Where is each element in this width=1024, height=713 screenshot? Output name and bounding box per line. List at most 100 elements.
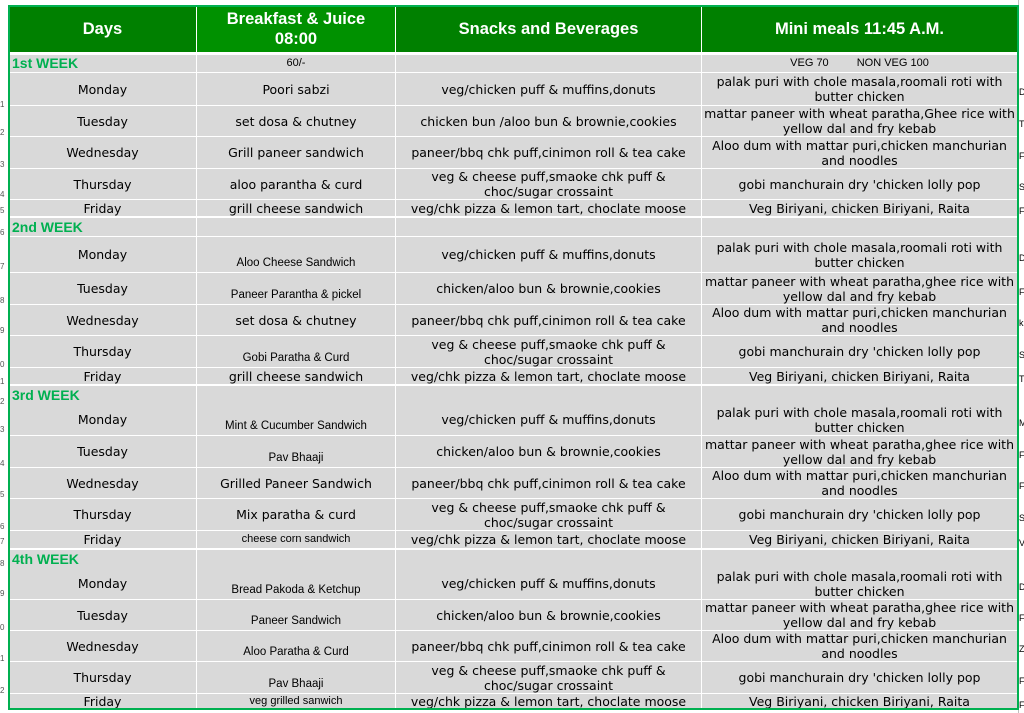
breakfast-cell[interactable]: Poori sabzi — [197, 73, 396, 106]
week-blank-cell[interactable] — [197, 218, 396, 237]
day-cell[interactable]: Wednesday — [9, 631, 197, 662]
header-snacks[interactable]: Snacks and Beverages — [396, 6, 702, 53]
snacks-cell[interactable]: veg/chicken puff & muffins,donuts — [396, 237, 702, 273]
snacks-cell[interactable]: veg & cheese puff,smaoke chk puff & choc… — [396, 336, 702, 368]
day-cell[interactable]: Thursday — [9, 499, 197, 531]
week-label[interactable]: 2nd WEEK — [9, 218, 197, 237]
mini-meal-cell[interactable]: Veg Biriyani, chicken Biriyani, Raita — [702, 694, 1018, 710]
mini-meal-cell[interactable]: palak puri with chole masala,roomali rot… — [702, 404, 1018, 436]
snacks-cell[interactable]: paneer/bbq chk puff,cinimon roll & tea c… — [396, 468, 702, 499]
week-blank-cell[interactable] — [702, 386, 1018, 405]
breakfast-cell[interactable]: Aloo Cheese Sandwich — [197, 237, 396, 273]
week-blank-cell[interactable] — [396, 550, 702, 569]
snacks-cell[interactable]: veg & cheese puff,smaoke chk puff & choc… — [396, 662, 702, 694]
day-cell[interactable]: Thursday — [9, 336, 197, 368]
header-mini-meals[interactable]: Mini meals 11:45 A.M. — [702, 6, 1018, 53]
snacks-cell[interactable]: paneer/bbq chk puff,cinimon roll & tea c… — [396, 631, 702, 662]
breakfast-cell[interactable]: Pav Bhaaji — [197, 662, 396, 694]
breakfast-cell[interactable]: Paneer Parantha & pickel — [197, 273, 396, 305]
day-cell[interactable]: Monday — [9, 404, 197, 436]
mini-meal-cell[interactable]: mattar paneer with wheat paratha,Ghee ri… — [702, 106, 1018, 137]
snacks-cell[interactable]: veg/chicken puff & muffins,donuts — [396, 404, 702, 436]
breakfast-cell[interactable]: Mix paratha & curd — [197, 499, 396, 531]
day-cell[interactable]: Wednesday — [9, 305, 197, 336]
snacks-cell[interactable]: veg/chk pizza & lemon tart, choclate moo… — [396, 531, 702, 549]
mini-meal-cell[interactable]: Veg Biriyani, chicken Biriyani, Raita — [702, 368, 1018, 385]
breakfast-cell[interactable]: Grill paneer sandwich — [197, 137, 396, 169]
day-cell[interactable]: Tuesday — [9, 600, 197, 631]
mini-meal-cell[interactable]: mattar paneer with wheat paratha,ghee ri… — [702, 273, 1018, 305]
week-blank-cell[interactable] — [396, 218, 702, 237]
day-cell[interactable]: Monday — [9, 237, 197, 273]
mini-meal-cell[interactable]: Veg Biriyani, chicken Biriyani, Raita — [702, 200, 1018, 217]
week-blank-cell[interactable] — [197, 550, 396, 569]
week-label[interactable]: 4th WEEK — [9, 550, 197, 569]
mini-meal-cell[interactable]: Aloo dum with mattar puri,chicken manchu… — [702, 137, 1018, 169]
mini-meal-cell[interactable]: Aloo dum with mattar puri,chicken manchu… — [702, 305, 1018, 336]
day-cell[interactable]: Friday — [9, 694, 197, 710]
breakfast-cell[interactable]: Pav Bhaaji — [197, 436, 396, 468]
snacks-cell[interactable]: paneer/bbq chk puff,cinimon roll & tea c… — [396, 305, 702, 336]
breakfast-cell[interactable]: Aloo Paratha & Curd — [197, 631, 396, 662]
mini-meal-cell[interactable]: Aloo dum with mattar puri,chicken manchu… — [702, 631, 1018, 662]
breakfast-cell[interactable]: Grilled Paneer Sandwich — [197, 468, 396, 499]
mini-meal-cell[interactable]: Veg Biriyani, chicken Biriyani, Raita — [702, 531, 1018, 549]
breakfast-cell[interactable]: veg grilled sanwich — [197, 694, 396, 710]
snacks-cell[interactable]: chicken/aloo bun & brownie,cookies — [396, 273, 702, 305]
header-days[interactable]: Days — [9, 6, 197, 53]
header-breakfast[interactable]: Breakfast & Juice 08:00 — [197, 6, 396, 53]
week-blank-cell[interactable] — [702, 550, 1018, 569]
snacks-cell[interactable]: chicken/aloo bun & brownie,cookies — [396, 436, 702, 468]
breakfast-cell[interactable]: cheese corn sandwich — [197, 531, 396, 549]
snacks-cell[interactable]: veg/chk pizza & lemon tart, choclate moo… — [396, 368, 702, 385]
breakfast-cell[interactable]: set dosa & chutney — [197, 106, 396, 137]
breakfast-cell[interactable]: Paneer Sandwich — [197, 600, 396, 631]
snacks-cell[interactable]: paneer/bbq chk puff,cinimon roll & tea c… — [396, 137, 702, 169]
breakfast-cell[interactable]: grill cheese sandwich — [197, 200, 396, 217]
day-cell[interactable]: Wednesday — [9, 468, 197, 499]
week-label[interactable]: 3rd WEEK — [9, 386, 197, 405]
day-cell[interactable]: Wednesday — [9, 137, 197, 169]
day-cell[interactable]: Friday — [9, 368, 197, 385]
mini-meal-cell[interactable]: Aloo dum with mattar puri,chicken manchu… — [702, 468, 1018, 499]
snacks-cell[interactable]: veg/chicken puff & muffins,donuts — [396, 568, 702, 600]
mini-meal-cell[interactable]: mattar paneer with wheat paratha,ghee ri… — [702, 600, 1018, 631]
snacks-cell[interactable]: veg & cheese puff,smaoke chk puff & choc… — [396, 499, 702, 531]
week-label[interactable]: 1st WEEK — [9, 55, 197, 73]
day-cell[interactable]: Monday — [9, 73, 197, 106]
mini-meal-cell[interactable]: gobi manchurain dry 'chicken lolly pop — [702, 336, 1018, 368]
breakfast-cell[interactable]: aloo parantha & curd — [197, 169, 396, 200]
mini-meal-cell[interactable]: mattar paneer with wheat paratha,ghee ri… — [702, 436, 1018, 468]
day-cell[interactable]: Tuesday — [9, 106, 197, 137]
week-blank-cell[interactable] — [702, 218, 1018, 237]
snacks-cell[interactable]: veg/chicken puff & muffins,donuts — [396, 73, 702, 106]
mini-meal-cell[interactable]: palak puri with chole masala,roomali rot… — [702, 568, 1018, 600]
day-cell[interactable]: Monday — [9, 568, 197, 600]
snacks-cell[interactable]: veg & cheese puff,smaoke chk puff & choc… — [396, 169, 702, 200]
mini-meal-cell[interactable]: palak puri with chole masala,roomali rot… — [702, 237, 1018, 273]
day-cell[interactable]: Tuesday — [9, 436, 197, 468]
day-cell[interactable]: Tuesday — [9, 273, 197, 305]
breakfast-cell[interactable]: Bread Pakoda & Ketchup — [197, 568, 396, 600]
snacks-cell[interactable]: veg/chk pizza & lemon tart, choclate moo… — [396, 694, 702, 710]
mini-meal-cell[interactable]: gobi manchurain dry 'chicken lolly pop — [702, 499, 1018, 531]
breakfast-cell[interactable]: Mint & Cucumber Sandwich — [197, 404, 396, 436]
snacks-cell[interactable]: veg/chk pizza & lemon tart, choclate moo… — [396, 200, 702, 217]
day-cell[interactable]: Friday — [9, 200, 197, 217]
day-cell[interactable]: Thursday — [9, 169, 197, 200]
mini-meal-cell[interactable]: gobi manchurain dry 'chicken lolly pop — [702, 169, 1018, 200]
week-blank-cell[interactable] — [396, 386, 702, 405]
week-blank-cell[interactable] — [197, 386, 396, 405]
breakfast-price[interactable]: 60/- — [197, 55, 396, 73]
snacks-price-empty[interactable] — [396, 55, 702, 73]
mini-meal-cell[interactable]: gobi manchurain dry 'chicken lolly pop — [702, 662, 1018, 694]
mini-meal-prices[interactable]: VEG 70 NON VEG 100 — [702, 55, 1018, 73]
day-cell[interactable]: Thursday — [9, 662, 197, 694]
breakfast-cell[interactable]: Gobi Paratha & Curd — [197, 336, 396, 368]
breakfast-cell[interactable]: set dosa & chutney — [197, 305, 396, 336]
day-cell[interactable]: Friday — [9, 531, 197, 549]
breakfast-cell[interactable]: grill cheese sandwich — [197, 368, 396, 385]
snacks-cell[interactable]: chicken bun /aloo bun & brownie,cookies — [396, 106, 702, 137]
snacks-cell[interactable]: chicken/aloo bun & brownie,cookies — [396, 600, 702, 631]
mini-meal-cell[interactable]: palak puri with chole masala,roomali rot… — [702, 73, 1018, 106]
